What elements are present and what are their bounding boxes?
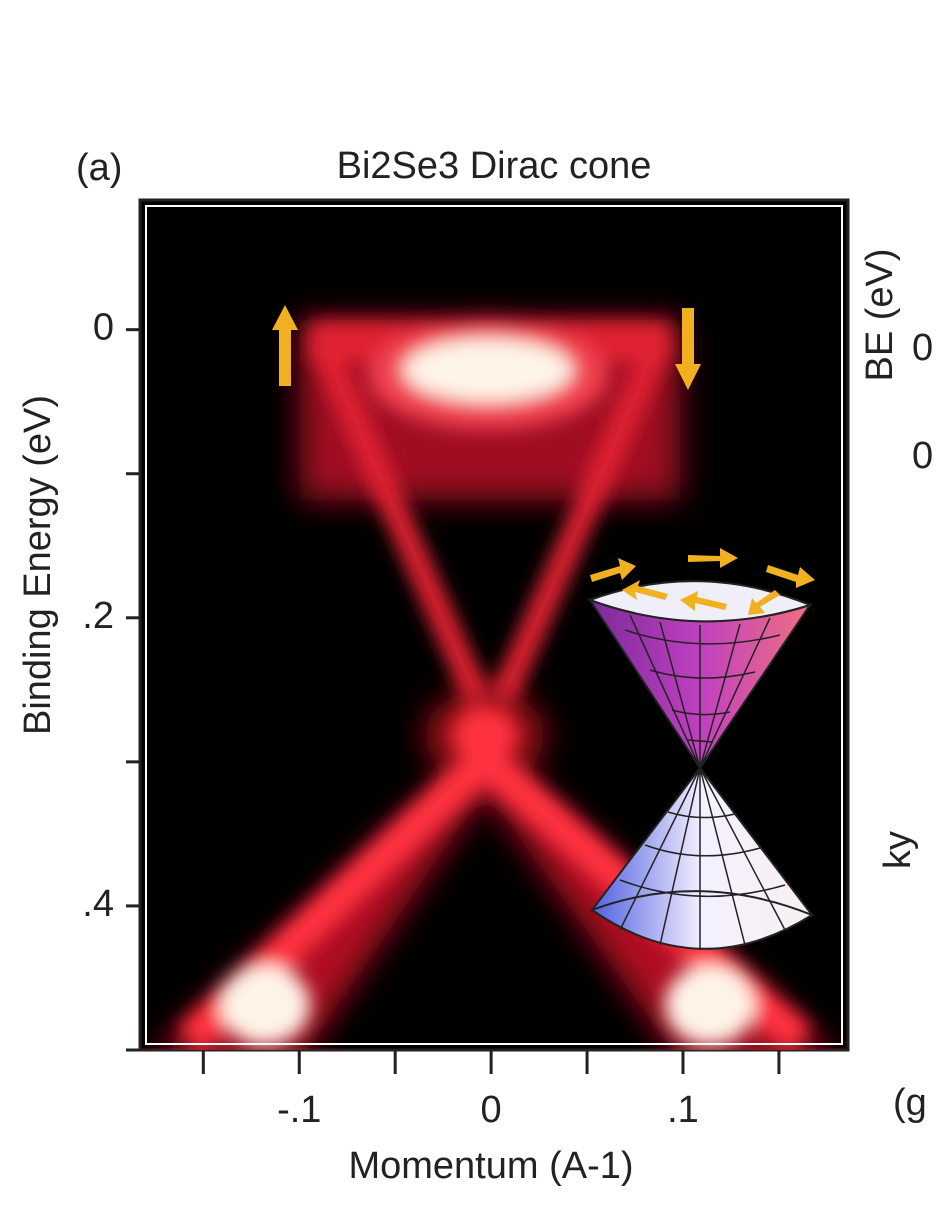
x-tick-label: -.1 — [277, 1089, 321, 1131]
chart-title: Bi2Se3 Dirac cone — [337, 145, 652, 187]
neighbor-panel-label: (g — [893, 1082, 927, 1124]
dirac-cone-inset — [587, 548, 815, 950]
neighbor-tick: 0 — [912, 435, 933, 477]
x-tick-label: 0 — [481, 1089, 502, 1131]
plot-inner-border — [145, 205, 843, 1045]
panel-label: (a) — [76, 147, 122, 189]
neighbor-axis-label: ky — [877, 831, 919, 869]
spin-arrows — [272, 305, 701, 390]
x-axis-label: Momentum (A-1) — [348, 1145, 633, 1187]
y-axis-label: Binding Energy (eV) — [17, 395, 59, 735]
x-tick-label: .1 — [667, 1089, 699, 1131]
neighbor-tick: 0 — [912, 327, 933, 369]
y-tick-label: .2 — [82, 595, 114, 637]
neighbor-panel-label: (b — [935, 137, 937, 179]
intensity-map — [160, 320, 829, 1050]
neighbor-y-label: BE (eV) — [859, 248, 901, 381]
y-tick-label: 0 — [93, 307, 114, 349]
y-tick-label: .4 — [82, 883, 114, 925]
